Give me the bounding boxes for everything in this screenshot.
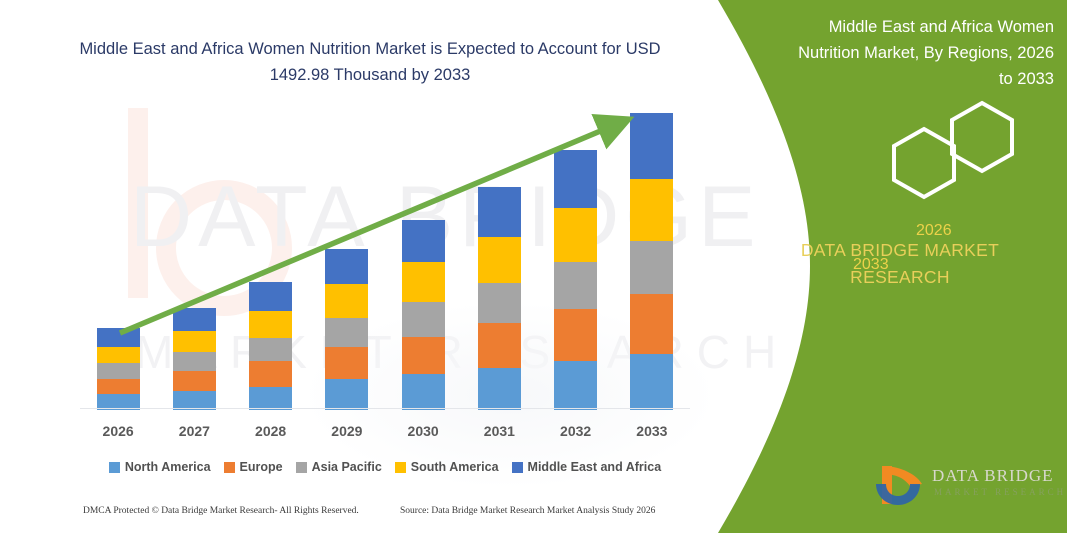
hexagon-2033-shape (892, 126, 956, 200)
bar-segment-2033-middle-east-and-africa[interactable] (630, 113, 674, 179)
bar-segment-2033-asia-pacific[interactable] (630, 241, 674, 295)
bar-segment-2031-europe[interactable] (477, 323, 521, 368)
footer-copyright: DMCA Protected © Data Bridge Market Rese… (83, 506, 359, 516)
bar-segment-2026-asia-pacific[interactable] (96, 363, 140, 379)
logo-subtext: MARKET RESEARCH (934, 487, 1067, 497)
chart-baseline (80, 408, 690, 409)
legend-item-north-america[interactable]: North America (108, 460, 211, 474)
bar-segment-2031-asia-pacific[interactable] (477, 283, 521, 324)
bar-segment-2029-europe[interactable] (325, 346, 369, 379)
x-axis-label-2026: 2026 (102, 423, 134, 439)
legend-swatch-icon (295, 461, 307, 473)
bar-segment-2027-south-america[interactable] (172, 331, 216, 353)
legend-label: Europe (239, 460, 283, 474)
bar-segment-2032-asia-pacific[interactable] (554, 262, 598, 309)
bar-segment-2030-north-america[interactable] (401, 374, 445, 410)
bar-2032[interactable] (554, 150, 598, 410)
bar-segment-2031-middle-east-and-africa[interactable] (477, 186, 521, 237)
x-axis-label-2028: 2028 (255, 423, 287, 439)
bar-segment-2026-north-america[interactable] (96, 394, 140, 410)
footer: DMCA Protected © Data Bridge Market Rese… (0, 506, 700, 526)
bar-segment-2029-north-america[interactable] (325, 378, 369, 410)
x-axis-label-2027: 2027 (178, 423, 210, 439)
data-bridge-logo: DATA BRIDGE MARKET RESEARCH (870, 462, 1063, 508)
legend-item-europe[interactable]: Europe (223, 460, 283, 474)
bar-segment-2029-asia-pacific[interactable] (325, 317, 369, 347)
x-axis-label-2032: 2032 (560, 423, 592, 439)
chart-plot-area (80, 110, 690, 410)
footer-source: Source: Data Bridge Market Research Mark… (400, 506, 656, 516)
x-axis-label-2031: 2031 (483, 423, 515, 439)
x-axis-label-2029: 2029 (331, 423, 363, 439)
bar-segment-2031-north-america[interactable] (477, 367, 521, 410)
bar-segment-2028-middle-east-and-africa[interactable] (249, 282, 293, 312)
panel-brand-text: DATA BRIDGE MARKET RESEARCH (800, 240, 1000, 287)
bar-segment-2026-middle-east-and-africa[interactable] (96, 327, 140, 347)
bar-segment-2028-asia-pacific[interactable] (249, 337, 293, 362)
bar-segment-2027-europe[interactable] (172, 371, 216, 392)
legend-item-middle-east-and-africa[interactable]: Middle East and Africa (511, 460, 662, 474)
data-bridge-mark-icon (876, 466, 922, 505)
bar-segment-2032-north-america[interactable] (554, 361, 598, 410)
chart-x-axis-labels: 2026 2027 2028 2029 2030 2031 2032 2033 (80, 423, 690, 445)
legend-swatch-icon (394, 461, 406, 473)
chart-title: Middle East and Africa Women Nutrition M… (79, 40, 661, 84)
bar-segment-2033-north-america[interactable] (630, 354, 674, 410)
bar-segment-2028-south-america[interactable] (249, 311, 293, 338)
logo-text: DATA BRIDGE (932, 466, 1054, 485)
bar-segment-2027-asia-pacific[interactable] (172, 352, 216, 372)
bar-2027[interactable] (172, 307, 216, 410)
legend-label: South America (410, 460, 499, 474)
hexagon-group: 2033 2026 (820, 95, 1050, 273)
bar-segment-2029-south-america[interactable] (325, 284, 369, 318)
bar-segment-2032-south-america[interactable] (554, 207, 598, 263)
legend-label: Asia Pacific (311, 460, 382, 474)
green-panel-content: Middle East and Africa Women Nutrition M… (690, 0, 1067, 533)
bar-segment-2030-asia-pacific[interactable] (401, 302, 445, 337)
legend-item-asia-pacific[interactable]: Asia Pacific (295, 460, 382, 474)
bar-segment-2032-middle-east-and-africa[interactable] (554, 150, 598, 208)
legend-swatch-icon (511, 461, 523, 473)
bar-segment-2026-europe[interactable] (96, 378, 140, 395)
bar-segment-2028-europe[interactable] (249, 361, 293, 387)
bar-2028[interactable] (249, 282, 293, 410)
hexagon-outlines-icon (892, 100, 1014, 200)
bar-segment-2033-europe[interactable] (630, 294, 674, 355)
bar-segment-2027-middle-east-and-africa[interactable] (172, 307, 216, 332)
bar-2031[interactable] (477, 186, 521, 410)
panel-title: Middle East and Africa Women Nutrition M… (798, 18, 1054, 88)
bar-segment-2029-middle-east-and-africa[interactable] (325, 248, 369, 285)
legend-item-south-america[interactable]: South America (394, 460, 499, 474)
bar-segment-2030-south-america[interactable] (401, 262, 445, 303)
bar-segment-2027-north-america[interactable] (172, 391, 216, 410)
legend-label: Middle East and Africa (527, 460, 662, 474)
bar-2029[interactable] (325, 248, 369, 410)
hexagon-2026-shape (950, 100, 1014, 174)
chart-legend: North America Europe Asia Pacific South Ame… (80, 460, 690, 474)
bar-segment-2032-europe[interactable] (554, 308, 598, 362)
legend-swatch-icon (108, 461, 120, 473)
bar-segment-2030-europe[interactable] (401, 336, 445, 375)
bar-segment-2031-south-america[interactable] (477, 236, 521, 284)
hexagon-2026-label: 2026 (916, 222, 952, 239)
bar-segment-2026-south-america[interactable] (96, 346, 140, 364)
x-axis-label-2030: 2030 (407, 423, 439, 439)
legend-swatch-icon (223, 461, 235, 473)
bar-segment-2028-north-america[interactable] (249, 386, 293, 410)
bar-2030[interactable] (401, 220, 445, 410)
legend-label: North America (124, 460, 211, 474)
bar-segment-2030-middle-east-and-africa[interactable] (401, 220, 445, 263)
hexagon-2033-label: 2033 (853, 256, 889, 273)
x-axis-label-2033: 2033 (636, 423, 668, 439)
bar-2033[interactable] (630, 113, 674, 410)
bar-2026[interactable] (96, 327, 140, 410)
bar-segment-2033-south-america[interactable] (630, 178, 674, 242)
